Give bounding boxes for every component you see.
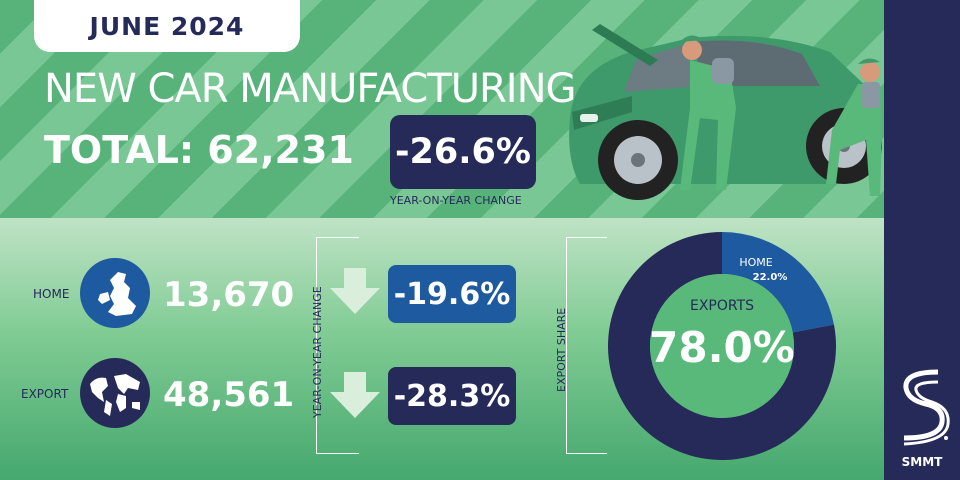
arrow-down-icon [330,268,380,314]
export-share-side-label: EXPORT SHARE [555,307,568,392]
export-yoy-badge: -28.3% [388,367,516,425]
date-label: JUNE 2024 [89,11,245,41]
yoy-bracket [316,237,359,454]
donut-center-label: EXPORTS [690,298,754,314]
arrow-down-icon [330,372,380,418]
yoy-side-label: YEAR-ON-YEAR CHANGE [311,286,324,418]
uk-map-icon [80,258,150,328]
donut-slice-exports [608,232,836,460]
mechanic-left [680,35,736,190]
world-map-icon [80,358,150,428]
home-label: HOME [33,287,70,301]
home-yoy-badge: -19.6% [388,265,516,323]
export-count: 48,561 [163,375,295,415]
home-slice-value: 22.0% [753,272,788,283]
total-yoy-badge: -26.6% [390,115,536,189]
export-share-donut-chart: HOME 22.0% EXPORTS 78.0% [608,232,836,460]
brand-bar [884,0,960,480]
page-title: NEW CAR MANUFACTURING [44,66,576,112]
front-wheel [598,120,678,200]
car-mechanics-illustration [569,24,882,200]
yoy-caption: YEAR-ON-YEAR CHANGE [390,194,522,207]
home-slice-label: HOME [739,256,772,269]
total-count: TOTAL: 62,231 [44,128,354,172]
donut-slice-home [722,232,834,333]
donut-center-value: 78.0% [649,323,795,372]
smmt-wordmark: SMMT [901,455,943,469]
smmt-logo [903,369,950,446]
date-tab: JUNE 2024 [34,0,300,52]
export-yoy-value: -28.3% [393,378,511,414]
home-count: 13,670 [163,275,295,315]
donut-center [650,274,794,418]
mechanic-right [826,58,882,196]
home-yoy-value: -19.6% [393,276,511,312]
export-label: EXPORT [21,387,69,401]
total-yoy-value: -26.6% [395,132,531,172]
export-share-bracket [566,237,607,454]
